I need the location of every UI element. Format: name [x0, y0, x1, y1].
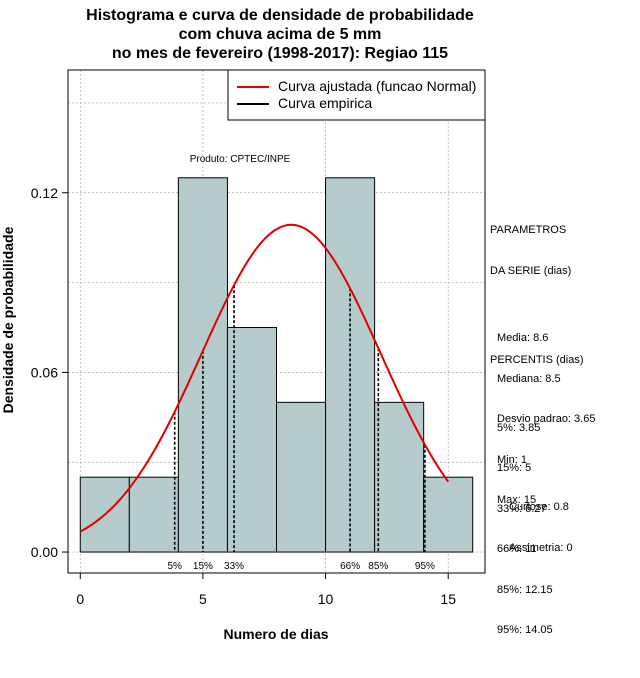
- x-axis-label: Numero de dias: [223, 626, 328, 642]
- axes-layer: 0 5 10 15 0.00 0.06 0.12: [31, 185, 456, 607]
- percentile-marker-label: 15%: [193, 561, 213, 572]
- percentile-marker-label: 5%: [167, 561, 182, 572]
- percentile-markers-layer: 5% 15% 33% 66% 85% 95%: [167, 285, 435, 572]
- percentile-85: 85%: 12.15: [497, 583, 553, 596]
- param-min: Min: 1: [497, 453, 527, 466]
- percentiles-heading: PERCENTIS (dias): [490, 354, 584, 366]
- kurtosis-value: Curtose: 0.8: [509, 501, 569, 513]
- percentile-marker-label: 33%: [224, 561, 244, 572]
- legend-box: [227, 69, 486, 121]
- chart-title-line-2: com chuva acima de 5 mm: [178, 26, 382, 43]
- skewness-value: Assimetria: 0: [509, 541, 573, 554]
- x-tick-label: 15: [440, 591, 456, 607]
- percentile-marker-label: 85%: [368, 561, 388, 572]
- histogram-bar: [276, 401, 327, 553]
- x-tick-label: 5: [199, 591, 207, 607]
- shape-panel: Curtose: 0.8 Assimetria: 0: [509, 474, 573, 569]
- percentiles-panel: PERCENTIS (dias) 5%: 3.85 15%: 5 33%: 6.…: [490, 327, 584, 678]
- percentile-marker-label: 95%: [415, 561, 435, 572]
- legend-empirical-label: Curva empirica: [278, 95, 372, 111]
- bars-layer: [79, 177, 474, 553]
- percentile-5: 5%: 3.85: [497, 421, 541, 434]
- percentile-15: 15%: 5: [497, 462, 532, 474]
- chart-title-line-3: no mes de fevereiro (1998-2017): Regiao …: [111, 45, 449, 62]
- percentile-66: 66%: 11: [497, 543, 537, 555]
- credit-label: Produto: CPTEC/INPE: [190, 154, 291, 165]
- parameters-panel: PARAMETROS DA SERIE (dias) Media: 8.6 Me…: [490, 197, 595, 548]
- parameters-heading-1: PARAMETROS: [490, 224, 567, 236]
- chart-title-line-1: Histograma e curva de densidade de proba…: [86, 7, 474, 24]
- param-max: Max: 15: [497, 494, 537, 506]
- y-tick-label: 0.00: [31, 544, 58, 560]
- legend-fitted-label: Curva ajustada (funcao Normal): [278, 78, 476, 94]
- y-tick-label: 0.12: [31, 185, 58, 201]
- histogram-chart: 5% 15% 33% 66% 85% 95% 0 5 10 15 0.00 0.06 0.12 Pro…: [0, 69, 486, 642]
- parameters-heading-2: DA SERIE (dias): [490, 264, 572, 277]
- percentile-marker-label: 66%: [340, 561, 360, 572]
- histogram-bar: [374, 401, 425, 553]
- param-median: Mediana: 8.5: [497, 372, 561, 385]
- percentile-33: 33%: 6.27: [497, 502, 547, 515]
- param-std-dev: Desvio padrao: 3.65: [497, 413, 596, 425]
- histogram-bar: [423, 476, 474, 553]
- legend: Curva ajustada (funcao Normal) Curva emp…: [227, 69, 486, 121]
- histogram-bar: [226, 326, 277, 553]
- param-mean: Media: 8.6: [497, 332, 549, 344]
- y-tick-label: 0.06: [31, 364, 58, 380]
- y-axis-label: Densidade de probabilidade: [0, 226, 16, 413]
- percentile-95: 95%: 14.05: [497, 624, 553, 636]
- x-tick-label: 0: [76, 591, 84, 607]
- histogram-bar: [128, 476, 179, 553]
- fitted-normal-curve: [79, 223, 450, 533]
- x-tick-label: 10: [318, 591, 334, 607]
